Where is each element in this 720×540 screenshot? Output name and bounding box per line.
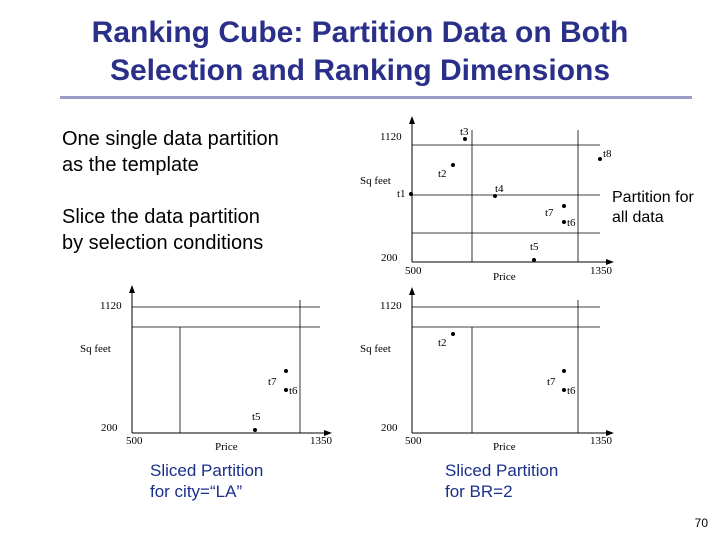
plot-all-point-t4: t4 <box>493 183 504 198</box>
plot-br-point-t2: t2 <box>438 332 455 349</box>
title-divider <box>60 96 692 99</box>
plot-br-y-top-label: 1120 <box>380 300 402 312</box>
plot-br-point-t7: t7 <box>547 369 566 388</box>
plot-all-y-arrow <box>409 116 415 124</box>
plot-br-x-axis-label: Price <box>493 441 516 453</box>
plot-city-x-axis-label: Price <box>215 441 238 453</box>
plot-all-point-t5: t5 <box>530 241 539 262</box>
plot-all-x-right-label: 1350 <box>590 265 613 277</box>
point-label: t7 <box>545 207 554 219</box>
plot-br-y-axis-label: Sq feet <box>360 343 391 355</box>
point-label: t6 <box>289 385 298 397</box>
point-label: t3 <box>460 126 469 138</box>
plot-city-y-axis-label: Sq feet <box>80 343 111 355</box>
point-label: t2 <box>438 337 447 349</box>
plot-all-point-t1: t1 <box>397 188 413 200</box>
page-number: 70 <box>694 516 708 530</box>
title-line-1: Ranking Cube: Partition Data on Both <box>91 16 629 49</box>
plot-all-point-t6: t6 <box>562 217 576 229</box>
partition-all-text: Partition for all data <box>612 189 694 226</box>
plot-city-y-arrow <box>129 285 135 293</box>
plot-all-y-top-label: 1120 <box>380 131 402 143</box>
point-label: t5 <box>530 241 539 253</box>
plot-city-point-t7: t7 <box>268 369 288 388</box>
plot-all-point-t8: t8 <box>598 148 612 161</box>
plot-all-x-left-label: 500 <box>405 265 422 277</box>
point-label: t6 <box>567 385 576 397</box>
point-label: t5 <box>252 411 261 423</box>
plot-br-x-arrow <box>606 430 614 436</box>
plot-city-x-right-label: 1350 <box>310 435 333 447</box>
plot-city-la: 1120 200 500 1350 Price Sq feet t5 t6 t7 <box>80 285 333 453</box>
plot-all-y-bottom-label: 200 <box>381 252 398 264</box>
plot-br-x-right-label: 1350 <box>590 435 613 447</box>
slide-title: Ranking Cube: Partition Data on Both Sel… <box>0 14 720 90</box>
point-label: t6 <box>567 217 576 229</box>
point-label: t7 <box>547 376 556 388</box>
plot-all-x-axis-label: Price <box>493 271 516 283</box>
plot-br-y-arrow <box>409 287 415 295</box>
plot-br-point-t6: t6 <box>562 385 576 397</box>
plot-br-x-left-label: 500 <box>405 435 422 447</box>
caption-br-2: Sliced Partition for BR=2 <box>445 461 559 501</box>
plot-city-point-t5: t5 <box>252 411 261 432</box>
plot-all-point-t7: t7 <box>545 204 566 219</box>
plot-city-y-bottom-label: 200 <box>101 422 118 434</box>
template-text: One single data partition as the templat… <box>62 128 279 176</box>
plot-all-y-axis-label: Sq feet <box>360 175 391 187</box>
point-label: t7 <box>268 376 277 388</box>
plot-city-point-t6: t6 <box>284 385 298 397</box>
point-label: t1 <box>397 188 406 200</box>
plot-all-point-t3: t3 <box>460 126 469 141</box>
plot-all-x-arrow <box>606 259 614 265</box>
plot-all-data: 1120 200 500 1350 Price Sq feet t1 t2 t3… <box>360 116 614 283</box>
title-line-2: Selection and Ranking Dimensions <box>109 54 611 87</box>
plot-city-x-arrow <box>324 430 332 436</box>
point-label: t8 <box>603 148 612 160</box>
plot-br-2: 1120 200 500 1350 Price Sq feet t2 t6 t7 <box>360 287 614 453</box>
plot-all-point-t2: t2 <box>438 163 455 180</box>
caption-city-la: Sliced Partition for city=“LA” <box>150 461 264 501</box>
point-label: t4 <box>495 183 504 195</box>
slice-text: Slice the data partition by selection co… <box>62 206 264 254</box>
plot-city-x-left-label: 500 <box>126 435 143 447</box>
plot-city-y-top-label: 1120 <box>100 300 122 312</box>
point-label: t2 <box>438 168 447 180</box>
plot-br-y-bottom-label: 200 <box>381 422 398 434</box>
